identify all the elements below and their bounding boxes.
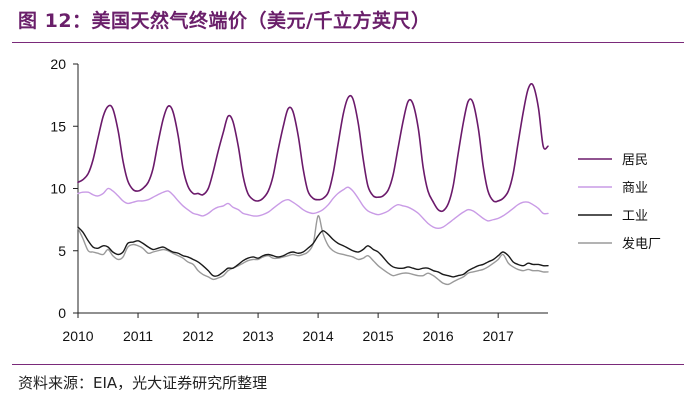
x-tick-label: 2013	[242, 328, 273, 344]
chart-axes: 0 5 10 15 20 2010 2011 2012 2013 2014 2015 2016 2017	[50, 56, 548, 344]
figure-header: 图 12：美国天然气终端价（美元/千立方英尺）	[0, 0, 696, 40]
legend-label-industrial: 工业	[622, 209, 648, 224]
series-line-industrial	[77, 226, 549, 278]
x-tick-label: 2014	[303, 328, 334, 344]
chart-series	[77, 83, 549, 286]
x-tick-label: 2015	[363, 328, 394, 344]
header-rule	[12, 42, 684, 43]
x-tick-label: 2011	[123, 328, 153, 344]
series-line-power	[77, 215, 549, 286]
x-tick-label: 2016	[423, 328, 454, 344]
x-tick-label: 2017	[483, 328, 514, 344]
x-tick-label: 2012	[182, 328, 213, 344]
series-line-residential	[77, 83, 549, 213]
legend-label-power: 发电厂	[622, 236, 661, 252]
y-tick-label: 15	[50, 118, 66, 134]
y-tick-label: 0	[58, 305, 66, 321]
figure-title: 图 12：美国天然气终端价（美元/千立方英尺）	[18, 10, 431, 32]
legend-label-commercial: 商业	[622, 181, 648, 196]
line-chart: 0 5 10 15 20 2010 2011 2012 2013 2014 2015 2016 2017…	[50, 56, 661, 344]
y-tick-label: 5	[58, 243, 66, 259]
x-tick-label: 2010	[62, 328, 93, 344]
source-note: 资料来源：EIA，光大证券研究所整理	[18, 374, 268, 392]
footer-rule	[12, 364, 684, 365]
series-line-commercial	[77, 186, 549, 230]
y-tick-label: 10	[50, 181, 66, 197]
legend-label-residential: 居民	[622, 153, 648, 168]
y-tick-label: 20	[50, 56, 66, 72]
